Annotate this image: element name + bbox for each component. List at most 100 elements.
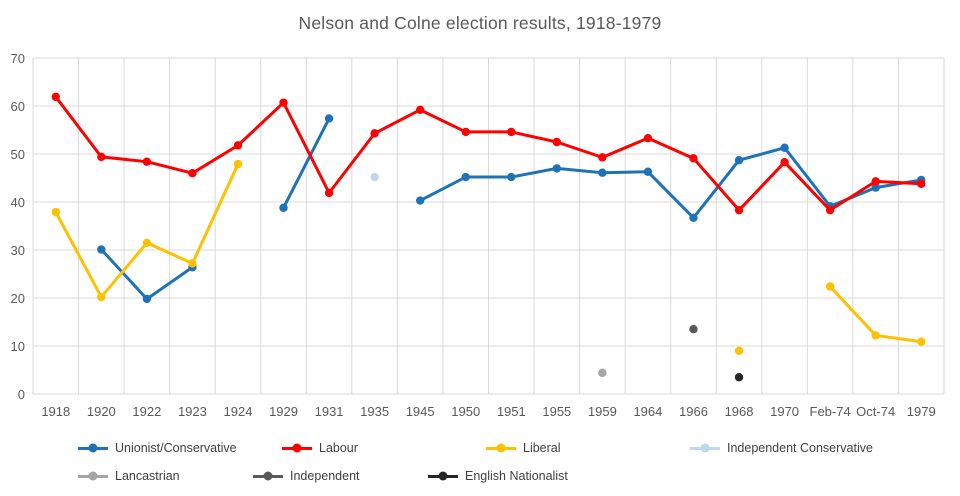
- english-nationalist-point: [734, 373, 744, 382]
- legend-item-liberal: Liberal: [486, 441, 690, 455]
- unionist-conservative-point: [552, 164, 562, 173]
- legend-marker-icon: [428, 474, 458, 478]
- legend-marker-icon: [78, 474, 108, 478]
- legend-marker-icon: [282, 446, 312, 450]
- legend-item-english-nationalist: English Nationalist: [428, 469, 603, 483]
- labour-point: [871, 177, 880, 186]
- plot-area: 0 10 20 30 40 50 60 70 1918 1920 1922 1923 1924 1929 1…: [11, 51, 945, 419]
- x-axis-tick-label: 1945: [406, 404, 435, 419]
- labour-point: [51, 92, 60, 102]
- x-axis-tick-label: 1923: [178, 404, 207, 419]
- legend-item-label: English Nationalist: [465, 469, 568, 483]
- liberal-point: [825, 282, 835, 291]
- legend-item-label: Independent Conservative: [727, 441, 873, 455]
- x-axis-tick-label: 1970: [770, 404, 799, 419]
- chart-title: Nelson and Colne election results, 1918-…: [298, 13, 662, 33]
- x-axis-tick-label: 1929: [269, 404, 298, 419]
- y-axis-tick-label: 0: [18, 387, 25, 402]
- unionist-conservative-point: [871, 183, 880, 192]
- labour-point: [507, 127, 516, 137]
- labour-line: [54, 95, 923, 212]
- liberal-point: [233, 159, 243, 169]
- labour-point: [188, 169, 197, 178]
- y-axis-tick-label: 30: [11, 243, 25, 258]
- x-axis-tick-label: 1979: [907, 404, 936, 419]
- labour-point: [643, 133, 653, 143]
- labour-point: [233, 141, 243, 150]
- x-axis-tick-label: 1951: [497, 404, 526, 419]
- unionist-conservative-point: [598, 168, 607, 177]
- x-axis-tick-label: 1968: [725, 404, 754, 419]
- legend-marker-icon: [486, 446, 516, 450]
- legend-item-label: Independent: [290, 469, 360, 483]
- labour-point: [370, 129, 379, 138]
- unionist-conservative-line: [282, 116, 331, 210]
- legend-item-independent-conservative: Independent Conservative: [690, 441, 894, 455]
- labour-point: [917, 179, 926, 188]
- legend-row-1: Unionist/Conservative Labour Liberal Indepe…: [78, 441, 894, 455]
- unionist-conservative-point: [734, 156, 744, 165]
- liberal-point: [97, 292, 106, 302]
- legend-item-label: Lancastrian: [115, 469, 180, 483]
- labour-point: [734, 205, 744, 215]
- lancastrian-point: [598, 368, 607, 378]
- liberal-line: [54, 162, 240, 299]
- independent-point: [689, 325, 698, 334]
- labour-point: [279, 98, 288, 107]
- x-axis-tick-label: 1955: [542, 404, 571, 419]
- x-axis-tick-label: Feb-74: [810, 404, 851, 419]
- y-axis-tick-label: 60: [11, 99, 25, 114]
- x-axis-tick-label: 1950: [451, 404, 480, 419]
- labour-point: [324, 188, 334, 198]
- x-axis-tick-label: 1924: [224, 404, 253, 419]
- x-axis-tick-label: 1922: [132, 404, 161, 419]
- y-axis-tick-label: 70: [11, 51, 25, 66]
- unionist-conservative-point: [643, 167, 653, 176]
- unionist-conservative-line: [418, 146, 923, 220]
- labour-point: [415, 105, 425, 115]
- liberal-point: [871, 331, 880, 340]
- unionist-conservative-point: [507, 172, 516, 182]
- unionist-conservative-point: [461, 172, 470, 182]
- labour-point: [689, 154, 698, 163]
- unionist-conservative-point: [97, 245, 106, 254]
- independent-conservative-point: [370, 172, 379, 182]
- legend-marker-icon: [78, 446, 108, 450]
- legend-row-2: Lancastrian Independent English Nationalis…: [78, 469, 603, 483]
- legend-item-unionist-conservative: Unionist/Conservative: [78, 441, 282, 455]
- x-axis-tick-label: Oct-74: [856, 404, 895, 419]
- x-axis-tick-label: 1966: [679, 404, 708, 419]
- x-axis-tick-label: 1964: [633, 404, 662, 419]
- legend-item-label: Labour: [319, 441, 358, 455]
- unionist-conservative-point: [689, 213, 698, 223]
- liberal-point: [917, 337, 926, 346]
- labour-point: [780, 157, 789, 167]
- legend-item-lancastrian: Lancastrian: [78, 469, 253, 483]
- labour-point: [825, 205, 835, 215]
- labour-point: [461, 127, 470, 137]
- legend-marker-icon: [690, 446, 720, 450]
- x-axis-tick-label: 1931: [315, 404, 344, 419]
- liberal-point: [142, 238, 152, 247]
- y-axis-tick-label: 40: [11, 195, 25, 210]
- legend-marker-icon: [253, 474, 283, 478]
- liberal-point: [188, 259, 197, 268]
- liberal-point: [734, 346, 744, 355]
- labour-point: [552, 137, 562, 147]
- labour-point: [142, 157, 152, 166]
- legend-item-labour: Labour: [282, 441, 486, 455]
- x-axis-tick-label: 1918: [41, 404, 70, 419]
- unionist-conservative-point: [142, 294, 152, 304]
- x-axis-tick-label: 1959: [588, 404, 617, 419]
- unionist-conservative-point: [279, 203, 288, 212]
- unionist-conservative-point: [415, 196, 425, 205]
- y-axis-tick-label: 10: [11, 339, 25, 354]
- legend-item-label: Unionist/Conservative: [115, 441, 237, 455]
- labour-point: [97, 152, 106, 162]
- y-axis-tick-label: 50: [11, 147, 25, 162]
- unionist-conservative-point: [780, 143, 789, 152]
- labour-point: [598, 153, 607, 162]
- x-axis-tick-label: 1920: [87, 404, 116, 419]
- unionist-conservative-point: [324, 114, 334, 123]
